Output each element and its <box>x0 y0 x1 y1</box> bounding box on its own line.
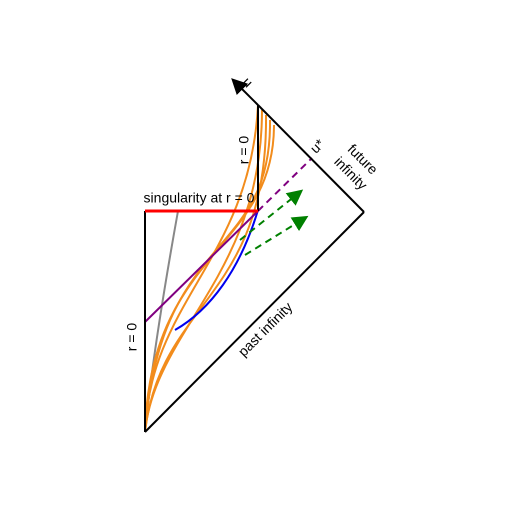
past-infinity-edge <box>144 211 365 433</box>
blue-curve <box>174 209 259 331</box>
purple-line <box>144 210 259 323</box>
u-arrow <box>231 78 259 106</box>
curves <box>144 104 313 433</box>
gray-curve <box>144 210 179 433</box>
purple-dashed <box>257 157 313 212</box>
r0-label: r = 0 <box>124 323 140 352</box>
past-infinity-label: past infinity <box>235 299 296 360</box>
boundary <box>144 78 365 433</box>
orange-curve <box>144 124 275 433</box>
orange-curve <box>144 119 272 433</box>
future-infinity-edge <box>257 104 365 213</box>
u-star-label: u* <box>307 135 328 156</box>
singularity-label: singularity at r = 0 <box>144 190 255 206</box>
r0-label: r = 0 <box>236 136 252 165</box>
green-arrow <box>239 189 304 241</box>
